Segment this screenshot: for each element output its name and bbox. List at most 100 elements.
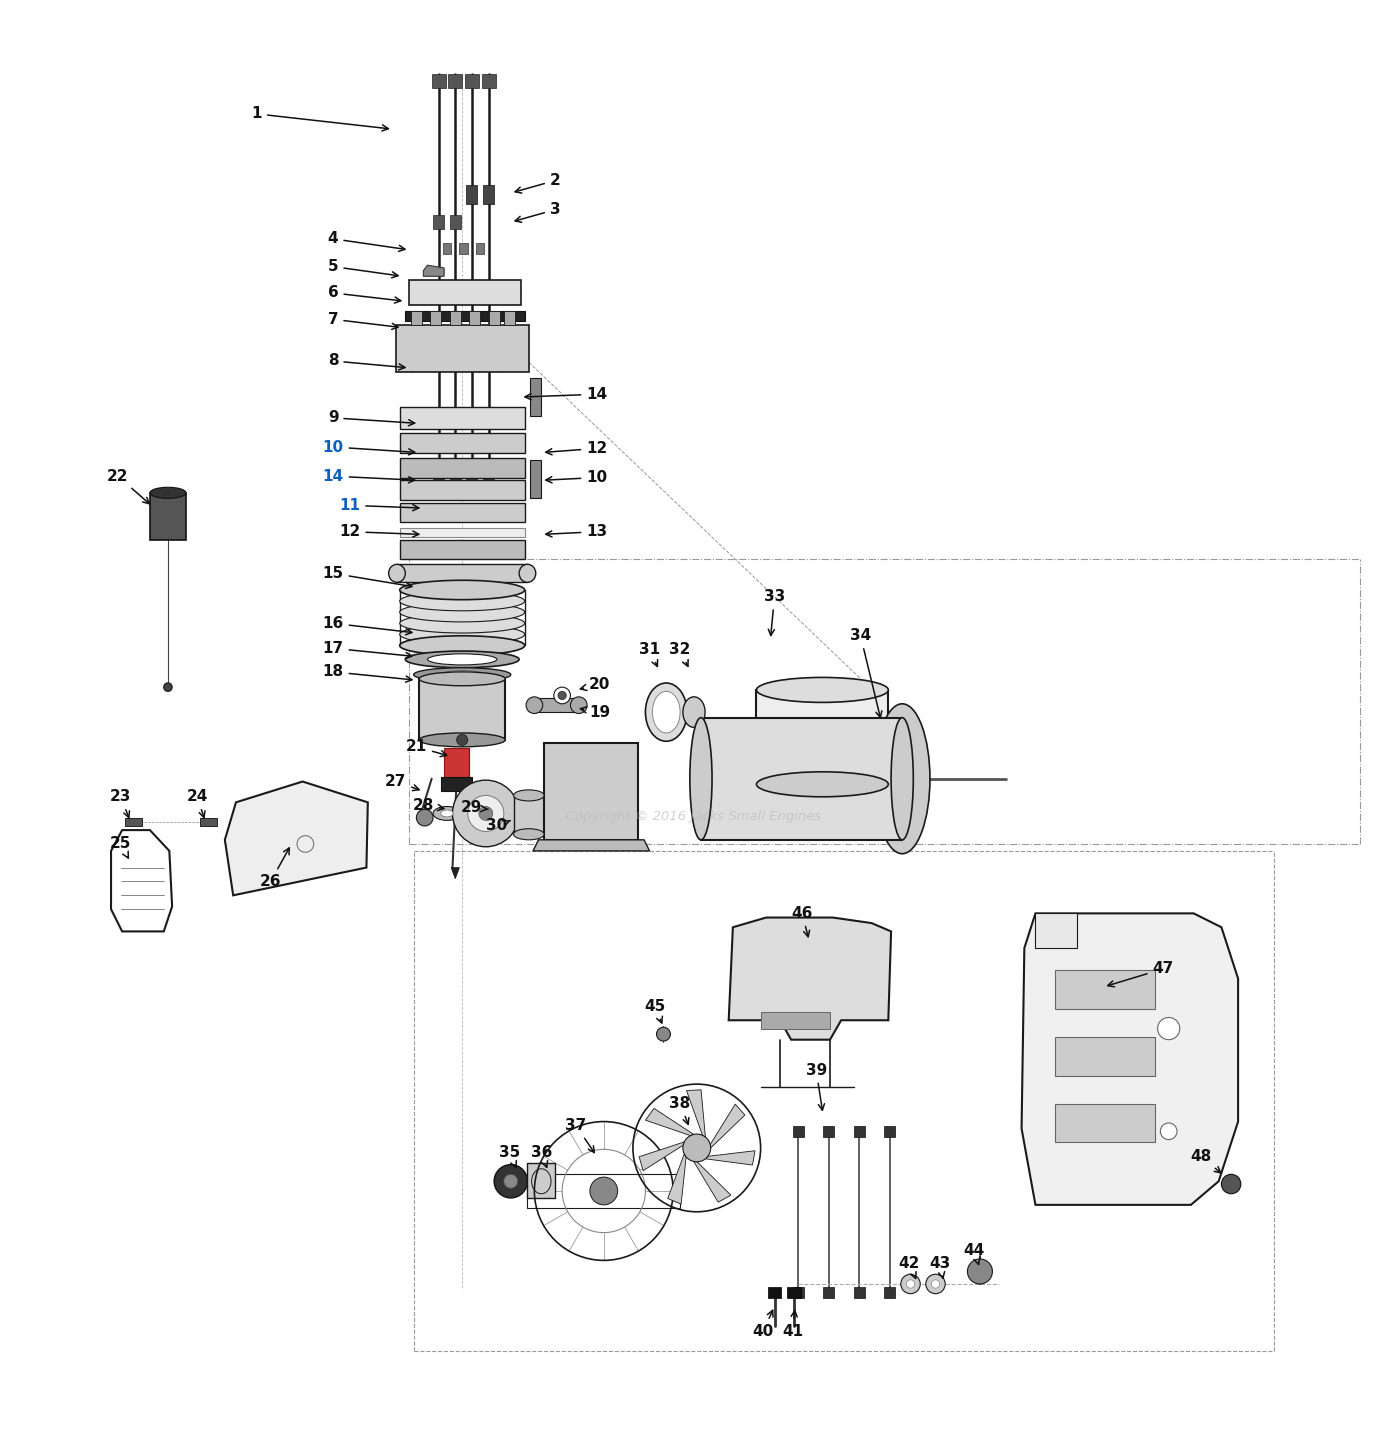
Bar [419, 678, 505, 741]
Text: 2: 2 [515, 173, 561, 193]
Text: 24: 24 [186, 790, 208, 817]
Circle shape [906, 1279, 915, 1288]
Bar [400, 459, 525, 478]
Ellipse shape [414, 668, 511, 681]
Bar [761, 1012, 830, 1028]
Bar [469, 311, 480, 325]
Bar [1055, 1037, 1155, 1076]
Text: 14: 14 [322, 469, 415, 484]
Circle shape [931, 1279, 940, 1288]
Bar [448, 74, 462, 87]
Bar [432, 74, 446, 87]
Ellipse shape [683, 697, 705, 727]
Ellipse shape [526, 697, 543, 713]
Text: 34: 34 [849, 629, 881, 717]
Text: 18: 18 [322, 665, 412, 682]
Ellipse shape [419, 672, 505, 685]
Ellipse shape [400, 636, 525, 655]
Bar [793, 1125, 804, 1137]
Text: 45: 45 [644, 999, 666, 1024]
Ellipse shape [405, 650, 519, 668]
Bar [409, 280, 520, 305]
Ellipse shape [891, 717, 913, 839]
Ellipse shape [433, 806, 461, 820]
Bar [441, 777, 472, 791]
Circle shape [164, 682, 172, 691]
Text: 40: 40 [752, 1310, 775, 1339]
Text: 16: 16 [322, 616, 412, 635]
Circle shape [1160, 1122, 1177, 1140]
Text: 29: 29 [461, 800, 489, 816]
Circle shape [967, 1259, 992, 1284]
Bar [443, 242, 451, 254]
Bar [482, 74, 496, 87]
Ellipse shape [756, 678, 888, 703]
Bar [466, 465, 477, 479]
Polygon shape [705, 1151, 755, 1165]
Bar [527, 1175, 680, 1208]
Polygon shape [711, 1104, 745, 1149]
Ellipse shape [400, 603, 525, 621]
Bar [787, 1286, 801, 1298]
Ellipse shape [389, 565, 405, 582]
Ellipse shape [400, 636, 525, 655]
Circle shape [657, 1027, 670, 1041]
Text: 12: 12 [545, 441, 608, 456]
Circle shape [1221, 1175, 1241, 1194]
Circle shape [494, 1165, 527, 1198]
Bar [450, 465, 461, 479]
Text: 48: 48 [1190, 1149, 1221, 1173]
Bar [200, 817, 217, 826]
Text: 39: 39 [805, 1063, 827, 1111]
Bar [768, 1286, 781, 1298]
Circle shape [683, 1134, 711, 1162]
Bar [701, 717, 902, 839]
Text: 14: 14 [525, 386, 608, 402]
Bar [530, 378, 541, 417]
Bar [534, 698, 579, 711]
Polygon shape [694, 1162, 731, 1202]
Text: 35: 35 [498, 1144, 520, 1167]
Ellipse shape [400, 614, 525, 633]
Bar [854, 1125, 865, 1137]
Bar [400, 481, 525, 499]
Ellipse shape [419, 733, 505, 746]
Bar [465, 74, 479, 87]
Text: 19: 19 [580, 704, 611, 720]
Text: 11: 11 [339, 498, 419, 513]
Text: 26: 26 [260, 848, 289, 889]
Text: 36: 36 [530, 1144, 552, 1167]
Text: 3: 3 [515, 202, 561, 222]
Circle shape [554, 687, 570, 704]
Polygon shape [1022, 913, 1238, 1205]
Bar [433, 215, 444, 229]
Text: 13: 13 [545, 524, 608, 539]
Bar [405, 311, 525, 321]
Ellipse shape [645, 682, 687, 742]
Bar [397, 563, 527, 582]
Bar [504, 311, 515, 325]
Circle shape [901, 1275, 920, 1294]
Polygon shape [638, 1141, 684, 1170]
Ellipse shape [519, 565, 536, 582]
Circle shape [504, 1175, 518, 1188]
Ellipse shape [690, 717, 712, 839]
Bar [483, 184, 494, 205]
Text: 6: 6 [328, 286, 401, 303]
Text: 15: 15 [322, 566, 412, 588]
Ellipse shape [400, 581, 525, 600]
Ellipse shape [874, 704, 930, 854]
Text: 10: 10 [322, 440, 415, 454]
Bar [854, 1286, 865, 1298]
Bar [400, 540, 525, 559]
Bar [530, 459, 541, 498]
Polygon shape [423, 266, 444, 276]
Text: 37: 37 [565, 1118, 594, 1153]
Text: 33: 33 [763, 590, 786, 636]
Text: 7: 7 [328, 312, 398, 330]
Bar [489, 311, 500, 325]
Bar [150, 492, 186, 540]
Text: 47: 47 [1108, 961, 1174, 987]
Text: 43: 43 [929, 1256, 951, 1278]
Text: 10: 10 [545, 470, 608, 485]
